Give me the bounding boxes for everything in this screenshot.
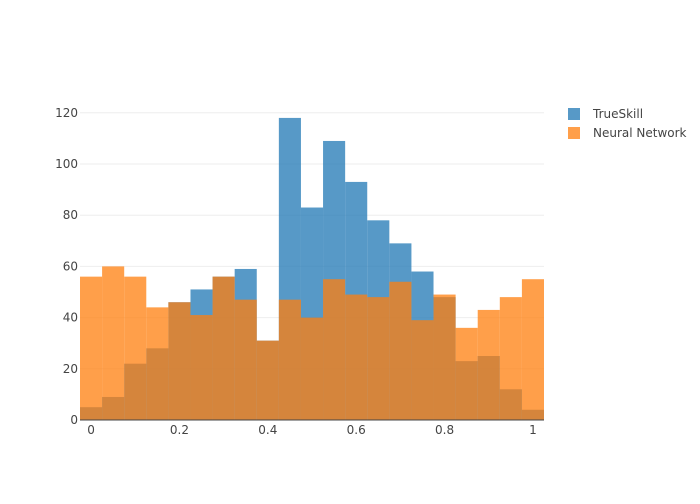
bar-neural-network-14[interactable] bbox=[389, 281, 412, 420]
x-tick-label: 0 bbox=[87, 423, 95, 437]
bar-neural-network-1[interactable] bbox=[102, 266, 125, 420]
bar-neural-network-10[interactable] bbox=[300, 317, 324, 420]
y-tick-label: 80 bbox=[63, 208, 78, 222]
x-tick-label: 0.6 bbox=[347, 423, 366, 437]
y-tick-label: 20 bbox=[63, 362, 78, 376]
legend-label: TrueSkill bbox=[592, 107, 643, 121]
bar-neural-network-9[interactable] bbox=[278, 299, 301, 420]
bar-neural-network-12[interactable] bbox=[345, 294, 368, 420]
bar-neural-network-5[interactable] bbox=[190, 315, 213, 420]
bar-neural-network-11[interactable] bbox=[323, 279, 346, 420]
x-axis: 0 0.2 0.4 0.6 0.8 1 bbox=[87, 423, 537, 437]
series-neural-network bbox=[80, 266, 544, 420]
legend-swatch bbox=[568, 108, 580, 120]
legend-swatch bbox=[568, 127, 580, 139]
y-tick-label: 60 bbox=[63, 259, 78, 273]
legend[interactable]: TrueSkill Neural Network bbox=[568, 107, 687, 140]
legend-label: Neural Network bbox=[593, 126, 687, 140]
bar-neural-network-18[interactable] bbox=[477, 309, 500, 420]
bar-neural-network-4[interactable] bbox=[168, 302, 191, 420]
bar-neural-network-19[interactable] bbox=[499, 297, 522, 420]
bar-neural-network-3[interactable] bbox=[146, 307, 169, 420]
y-axis: 0 20 40 60 80 100 120 bbox=[55, 106, 544, 427]
legend-item-trueskill[interactable]: TrueSkill bbox=[568, 107, 643, 121]
bar-neural-network-6[interactable] bbox=[212, 276, 235, 420]
y-tick-label: 120 bbox=[55, 106, 78, 120]
y-tick-label: 100 bbox=[55, 157, 78, 171]
bar-neural-network-15[interactable] bbox=[411, 320, 434, 420]
x-tick-label: 0.2 bbox=[170, 423, 189, 437]
bar-neural-network-8[interactable] bbox=[256, 340, 279, 420]
bar-neural-network-2[interactable] bbox=[124, 276, 147, 420]
bar-neural-network-0[interactable] bbox=[80, 276, 103, 420]
y-tick-label: 0 bbox=[70, 413, 78, 427]
bar-neural-network-16[interactable] bbox=[433, 294, 456, 420]
x-tick-label: 1 bbox=[529, 423, 537, 437]
bar-neural-network-7[interactable] bbox=[234, 299, 257, 420]
x-tick-label: 0.8 bbox=[435, 423, 454, 437]
bar-neural-network-13[interactable] bbox=[367, 297, 390, 420]
x-tick-label: 0.4 bbox=[258, 423, 277, 437]
legend-item-neural-network[interactable]: Neural Network bbox=[568, 126, 687, 140]
bars bbox=[80, 117, 544, 421]
bar-neural-network-17[interactable] bbox=[455, 327, 478, 420]
y-tick-label: 40 bbox=[63, 311, 78, 325]
bar-neural-network-20[interactable] bbox=[521, 279, 544, 420]
